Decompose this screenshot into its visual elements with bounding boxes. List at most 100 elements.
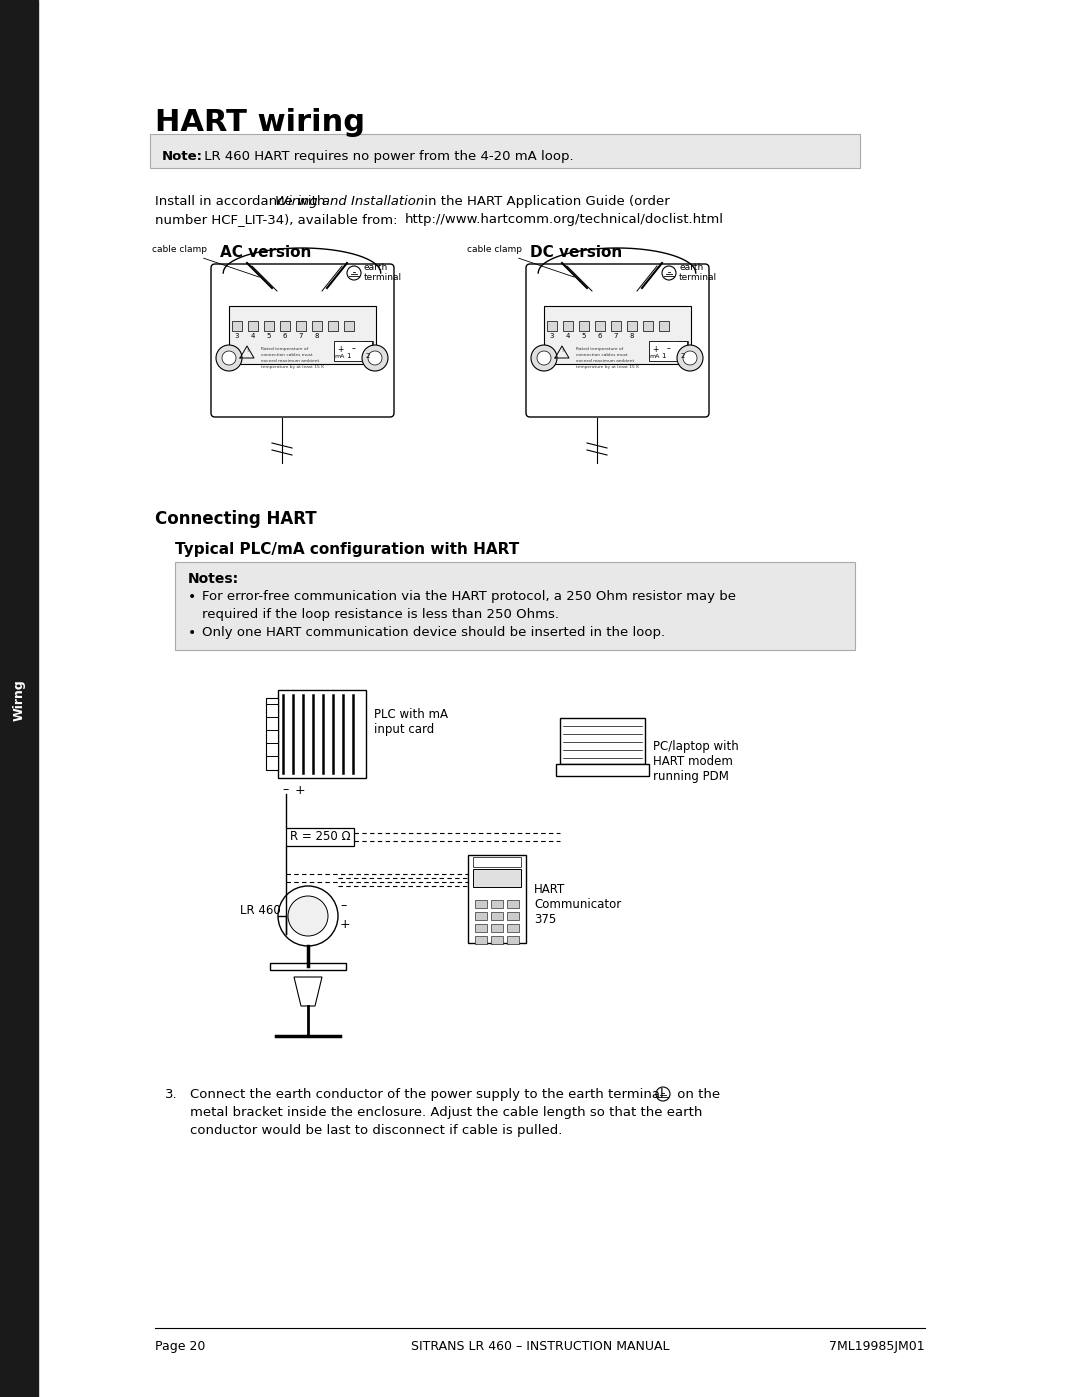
Circle shape [347,265,361,279]
Text: +: + [295,784,306,796]
Text: mA: mA [335,355,346,359]
Bar [579,321,589,331]
Text: –: – [283,784,289,796]
Bar [611,321,621,331]
Bar [264,321,274,331]
Bar [544,306,691,365]
Circle shape [216,345,242,372]
Bar [468,855,526,943]
Bar [248,321,258,331]
Text: Connect the earth conductor of the power supply to the earth terminal: Connect the earth conductor of the power… [190,1088,664,1101]
Bar [595,321,605,331]
Bar [658,341,669,351]
Text: temperature by at least 15 K: temperature by at least 15 K [576,365,639,369]
Polygon shape [294,977,322,1006]
Text: +: + [652,345,658,353]
Text: Wirng: Wirng [13,679,26,721]
Text: LR 460: LR 460 [240,904,281,916]
Text: http://www.hartcomm.org/technical/doclist.html: http://www.hartcomm.org/technical/doclis… [405,212,724,226]
Bar [678,341,688,351]
Text: Page 20: Page 20 [156,1340,205,1354]
Bar [563,321,573,331]
Bar [491,900,503,908]
Bar [659,321,669,331]
Bar [491,923,503,932]
Circle shape [362,345,388,372]
Text: 7: 7 [613,332,618,339]
Text: 8: 8 [630,332,634,339]
Text: !: ! [561,348,563,353]
Text: 3: 3 [234,332,240,339]
Bar [0,0,38,1397]
Text: PLC with mA
input card: PLC with mA input card [374,708,448,736]
Bar [475,936,487,944]
Text: 1: 1 [661,353,665,359]
Bar [491,936,503,944]
Text: 8: 8 [314,332,320,339]
Bar [286,828,354,847]
Text: temperature by at least 15 K: temperature by at least 15 K [261,365,324,369]
Text: HART wiring: HART wiring [156,108,365,137]
Bar [328,321,338,331]
Text: SITRANS LR 460 – INSTRUCTION MANUAL: SITRANS LR 460 – INSTRUCTION MANUAL [410,1340,670,1354]
Text: Rated temperature of: Rated temperature of [261,346,308,351]
Text: 7ML19985JM01: 7ML19985JM01 [829,1340,924,1354]
Bar [345,321,354,331]
Text: Install in accordance with: Install in accordance with [156,196,329,208]
Circle shape [656,1087,670,1101]
Circle shape [662,265,676,279]
Text: +: + [340,918,351,930]
Bar [627,321,637,331]
Text: R = 250 Ω: R = 250 Ω [289,830,350,844]
Text: 3.: 3. [165,1088,177,1101]
Text: AC version: AC version [220,244,311,260]
Text: Notes:: Notes: [188,571,239,585]
Text: –: – [667,345,671,353]
Circle shape [222,351,237,365]
Text: 3: 3 [550,332,554,339]
Text: 1: 1 [346,353,350,359]
Text: conductor would be last to disconnect if cable is pulled.: conductor would be last to disconnect if… [190,1125,563,1137]
Text: connection cables must: connection cables must [576,353,627,358]
Text: 2: 2 [680,353,685,359]
Bar [546,321,557,331]
Text: number HCF_LIT-34), available from:: number HCF_LIT-34), available from: [156,212,402,226]
Text: 5: 5 [582,332,586,339]
Text: cable clamp: cable clamp [152,246,259,277]
Text: 7: 7 [299,332,303,339]
Text: HART
Communicator
375: HART Communicator 375 [534,883,621,926]
Bar [507,923,519,932]
Bar [334,341,372,360]
Text: –: – [352,345,356,353]
Text: 2: 2 [366,353,370,359]
Circle shape [531,345,557,372]
Text: required if the loop resistance is less than 250 Ohms.: required if the loop resistance is less … [202,608,559,622]
Bar [270,963,346,970]
Text: Connecting HART: Connecting HART [156,510,316,528]
Text: •: • [188,590,197,604]
Bar [473,856,521,868]
Bar [232,321,242,331]
Text: Only one HART communication device should be inserted in the loop.: Only one HART communication device shoul… [202,626,665,638]
Text: DC version: DC version [530,244,622,260]
Text: For error-free communication via the HART protocol, a 250 Ohm resistor may be: For error-free communication via the HAR… [202,590,735,604]
Text: Note:: Note: [162,149,203,163]
Bar [643,321,653,331]
Bar [507,912,519,921]
Text: 5: 5 [267,332,271,339]
Text: 6: 6 [283,332,287,339]
Text: +: + [337,345,343,353]
Text: on the: on the [673,1088,720,1101]
Text: exceed maximum ambient: exceed maximum ambient [576,359,634,363]
Bar [266,698,278,770]
Text: .: . [700,212,704,226]
Bar [229,306,376,365]
Text: LR 460 HART requires no power from the 4-20 mA loop.: LR 460 HART requires no power from the 4… [200,149,573,163]
Bar [296,321,306,331]
Bar [473,869,521,887]
Bar [343,341,353,351]
Circle shape [677,345,703,372]
Bar [475,900,487,908]
Circle shape [368,351,382,365]
Bar [556,764,649,775]
